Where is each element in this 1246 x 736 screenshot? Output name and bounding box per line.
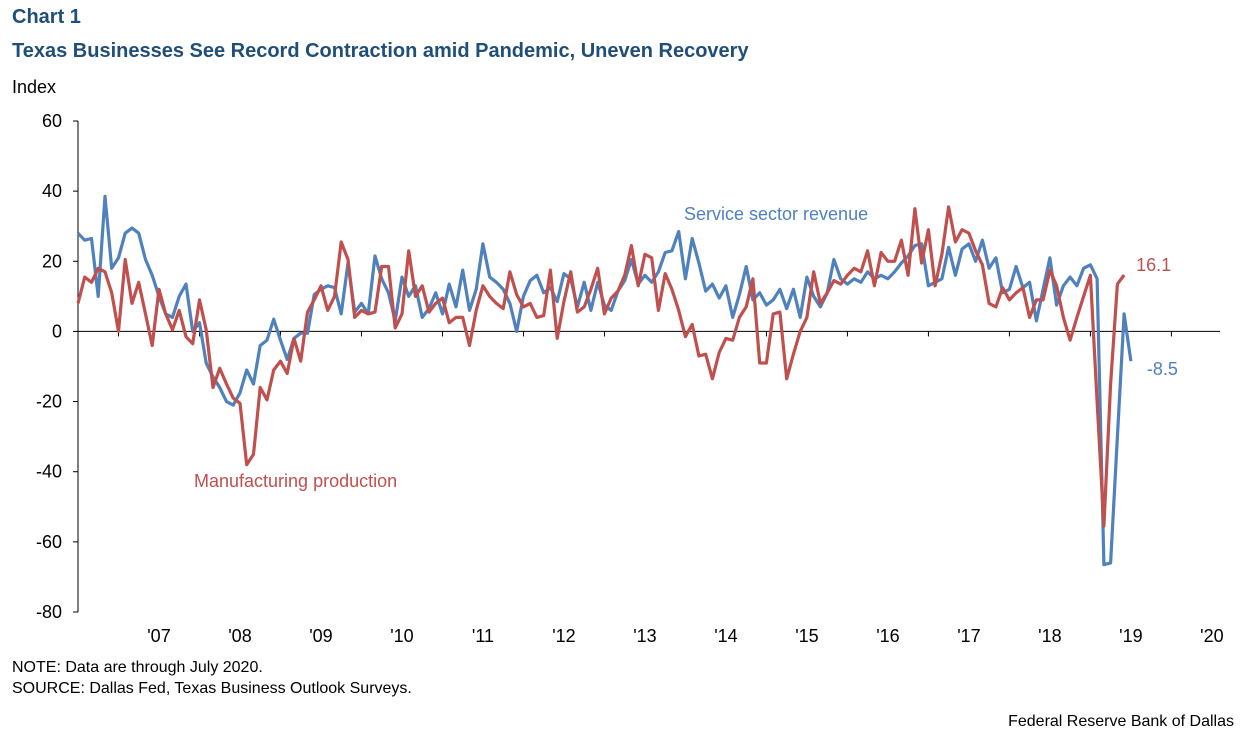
source-text: SOURCE: Dallas Fed, Texas Business Outlo… [12, 680, 412, 697]
note-text: NOTE: Data are through July 2020. [12, 659, 263, 676]
x-tick-label: '18 [1038, 626, 1061, 646]
x-tick-label: '08 [228, 626, 251, 646]
manufacturing-series-label: Manufacturing production [194, 471, 397, 491]
service-sector-revenue-line [76, 194, 1133, 567]
x-tick-label: '19 [1119, 626, 1142, 646]
x-tick-label: '15 [795, 626, 818, 646]
y-tick-label: -20 [36, 392, 62, 412]
manufacturing-end-label: 16.1 [1136, 255, 1171, 275]
x-tick-label: '13 [633, 626, 656, 646]
x-tick-label: '09 [309, 626, 332, 646]
x-tick-label: '10 [390, 626, 413, 646]
service-series-label: Service sector revenue [684, 204, 868, 224]
service-end-label: -8.5 [1147, 359, 1178, 379]
y-axis-label: Index [12, 77, 57, 97]
manufacturing-production-line [76, 205, 1126, 528]
y-tick-label: 0 [52, 321, 62, 341]
y-tick-label: 60 [42, 111, 62, 131]
chart-title: Texas Businesses See Record Contraction … [12, 40, 749, 62]
x-tick-label: '14 [714, 626, 737, 646]
y-tick-label: 40 [42, 181, 62, 201]
chart-notes: NOTE: Data are through July 2020. SOURCE… [12, 657, 412, 699]
x-tick-label: '16 [876, 626, 899, 646]
y-tick-label: 20 [42, 251, 62, 271]
y-tick-label: -80 [36, 602, 62, 622]
credit-text: Federal Reserve Bank of Dallas [1008, 713, 1234, 730]
y-tick-label: -60 [36, 532, 62, 552]
x-tick-label: '20 [1200, 626, 1223, 646]
x-tick-label: '17 [957, 626, 980, 646]
x-tick-label: '12 [552, 626, 575, 646]
x-tick-label: '11 [472, 626, 494, 646]
x-tick-label: '07 [147, 626, 170, 646]
chart-label: Chart 1 [12, 6, 81, 28]
y-tick-label: -40 [36, 462, 62, 482]
